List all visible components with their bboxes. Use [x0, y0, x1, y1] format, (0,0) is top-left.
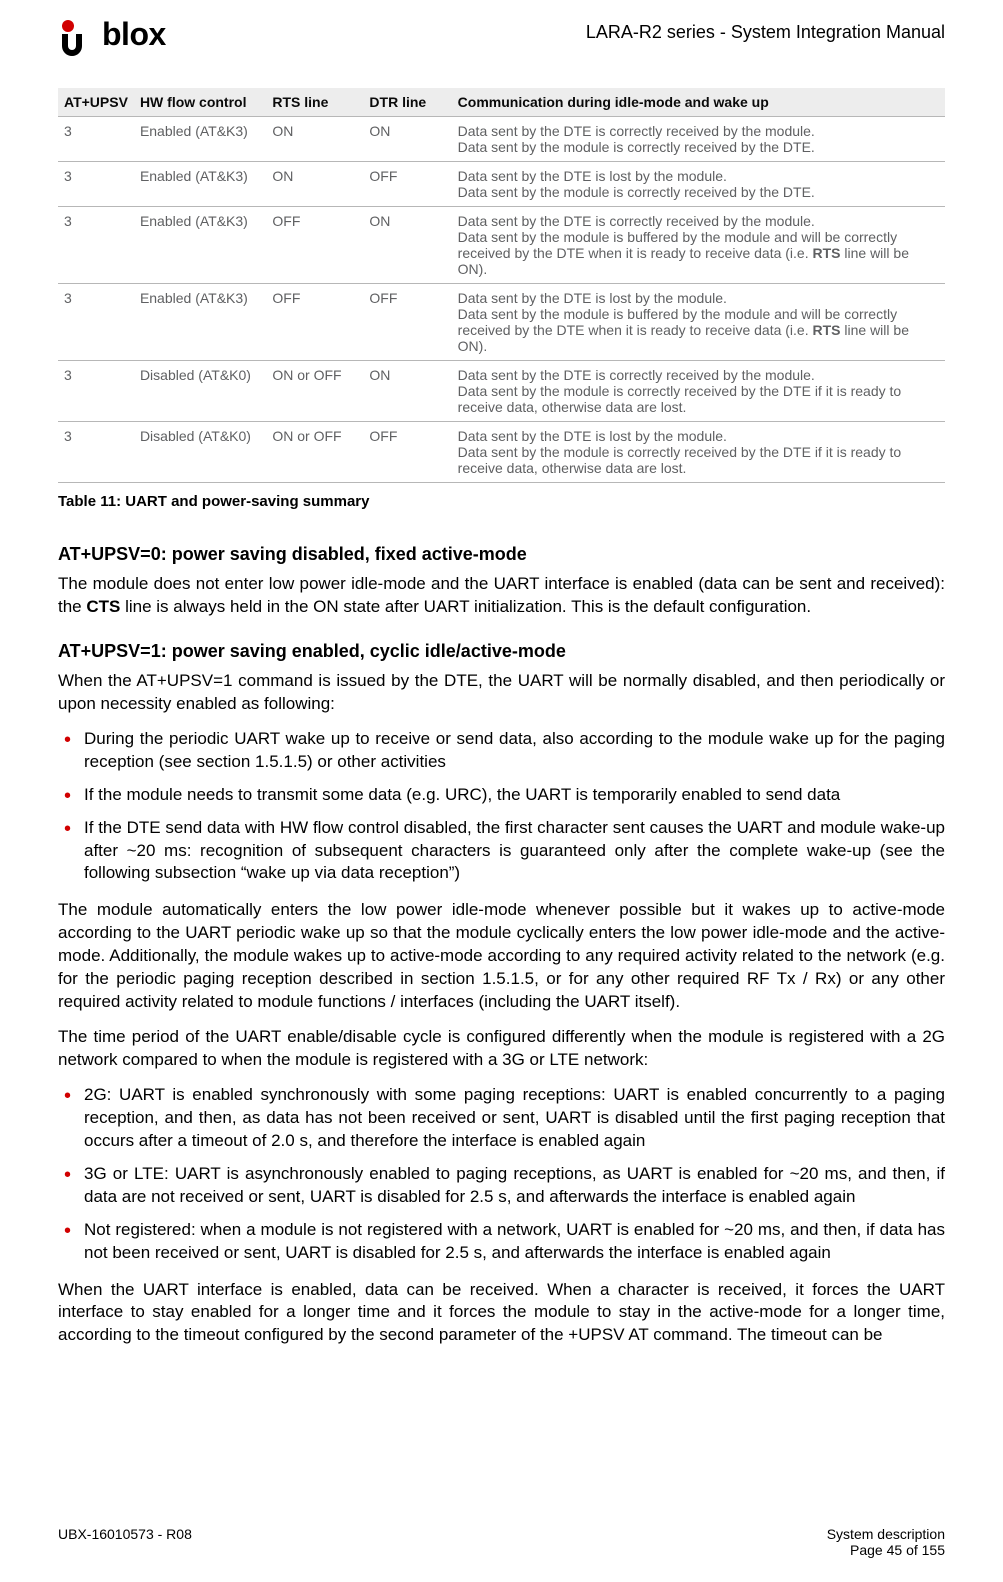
- list-item: If the DTE send data with HW flow contro…: [58, 817, 945, 886]
- list-item: If the module needs to transmit some dat…: [58, 784, 945, 807]
- section-upsv1-para2: The module automatically enters the low …: [58, 899, 945, 1014]
- footer-page: Page 45 of 155: [827, 1542, 945, 1558]
- table-cell: OFF: [266, 284, 363, 361]
- page-header: blox LARA-R2 series - System Integration…: [58, 18, 945, 60]
- table-cell: Enabled (AT&K3): [134, 207, 266, 284]
- table-cell: 3: [58, 422, 134, 483]
- th-comm: Communication during idle-mode and wake …: [452, 88, 945, 117]
- logo-text: blox: [102, 16, 166, 53]
- table-cell: 3: [58, 117, 134, 162]
- table-cell: 3: [58, 361, 134, 422]
- table-cell: OFF: [363, 422, 451, 483]
- section-upsv1-para4: When the UART interface is enabled, data…: [58, 1279, 945, 1348]
- table-header-row: AT+UPSV HW flow control RTS line DTR lin…: [58, 88, 945, 117]
- table-row: 3Enabled (AT&K3)OFFONData sent by the DT…: [58, 207, 945, 284]
- list-item: 3G or LTE: UART is asynchronously enable…: [58, 1163, 945, 1209]
- table-row: 3Enabled (AT&K3)OFFOFFData sent by the D…: [58, 284, 945, 361]
- table-cell: Disabled (AT&K0): [134, 422, 266, 483]
- section-upsv1-para3: The time period of the UART enable/disab…: [58, 1026, 945, 1072]
- table-cell: ON: [266, 162, 363, 207]
- table-cell: ON or OFF: [266, 361, 363, 422]
- table-cell: Enabled (AT&K3): [134, 117, 266, 162]
- footer-section: System description: [827, 1526, 945, 1542]
- table-cell-comm: Data sent by the DTE is correctly receiv…: [452, 207, 945, 284]
- logo: blox: [58, 18, 166, 60]
- th-upsv: AT+UPSV: [58, 88, 134, 117]
- uart-power-saving-table: AT+UPSV HW flow control RTS line DTR lin…: [58, 88, 945, 483]
- table-cell: ON: [363, 361, 451, 422]
- table-cell: 3: [58, 162, 134, 207]
- section-upsv0-para: The module does not enter low power idle…: [58, 573, 945, 619]
- table-cell: 3: [58, 207, 134, 284]
- table-cell: OFF: [363, 162, 451, 207]
- table-cell-comm: Data sent by the DTE is lost by the modu…: [452, 422, 945, 483]
- th-hw: HW flow control: [134, 88, 266, 117]
- table-row: 3Disabled (AT&K0)ON or OFFOFFData sent b…: [58, 422, 945, 483]
- section-upsv1-intro: When the AT+UPSV=1 command is issued by …: [58, 670, 945, 716]
- bullet-list-2: 2G: UART is enabled synchronously with s…: [58, 1084, 945, 1265]
- table-cell: Enabled (AT&K3): [134, 284, 266, 361]
- table-cell-comm: Data sent by the DTE is correctly receiv…: [452, 361, 945, 422]
- doc-reference: LARA-R2 series - System Integration Manu…: [586, 22, 945, 43]
- table-cell-comm: Data sent by the DTE is lost by the modu…: [452, 284, 945, 361]
- page-footer: UBX-16010573 - R08 System description Pa…: [58, 1526, 945, 1558]
- table-cell-comm: Data sent by the DTE is correctly receiv…: [452, 117, 945, 162]
- section-upsv1-title: AT+UPSV=1: power saving enabled, cyclic …: [58, 641, 945, 662]
- list-item: Not registered: when a module is not reg…: [58, 1219, 945, 1265]
- section-upsv0-title: AT+UPSV=0: power saving disabled, fixed …: [58, 544, 945, 565]
- table-row: 3Enabled (AT&K3)ONONData sent by the DTE…: [58, 117, 945, 162]
- table-cell: ON: [266, 117, 363, 162]
- bullet-list-1: During the periodic UART wake up to rece…: [58, 728, 945, 886]
- footer-doc-id: UBX-16010573 - R08: [58, 1526, 192, 1558]
- table-cell: OFF: [266, 207, 363, 284]
- table-row: 3Disabled (AT&K0)ON or OFFONData sent by…: [58, 361, 945, 422]
- list-item: 2G: UART is enabled synchronously with s…: [58, 1084, 945, 1153]
- list-item: During the periodic UART wake up to rece…: [58, 728, 945, 774]
- table-cell: ON or OFF: [266, 422, 363, 483]
- table-cell: ON: [363, 117, 451, 162]
- table-cell: 3: [58, 284, 134, 361]
- table-caption: Table 11: UART and power-saving summary: [58, 493, 945, 510]
- table-cell: ON: [363, 207, 451, 284]
- table-cell-comm: Data sent by the DTE is lost by the modu…: [452, 162, 945, 207]
- th-rts: RTS line: [266, 88, 363, 117]
- table-cell: Enabled (AT&K3): [134, 162, 266, 207]
- ublox-logo-icon: [58, 18, 100, 60]
- table-cell: Disabled (AT&K0): [134, 361, 266, 422]
- table-cell: OFF: [363, 284, 451, 361]
- table-row: 3Enabled (AT&K3)ONOFFData sent by the DT…: [58, 162, 945, 207]
- th-dtr: DTR line: [363, 88, 451, 117]
